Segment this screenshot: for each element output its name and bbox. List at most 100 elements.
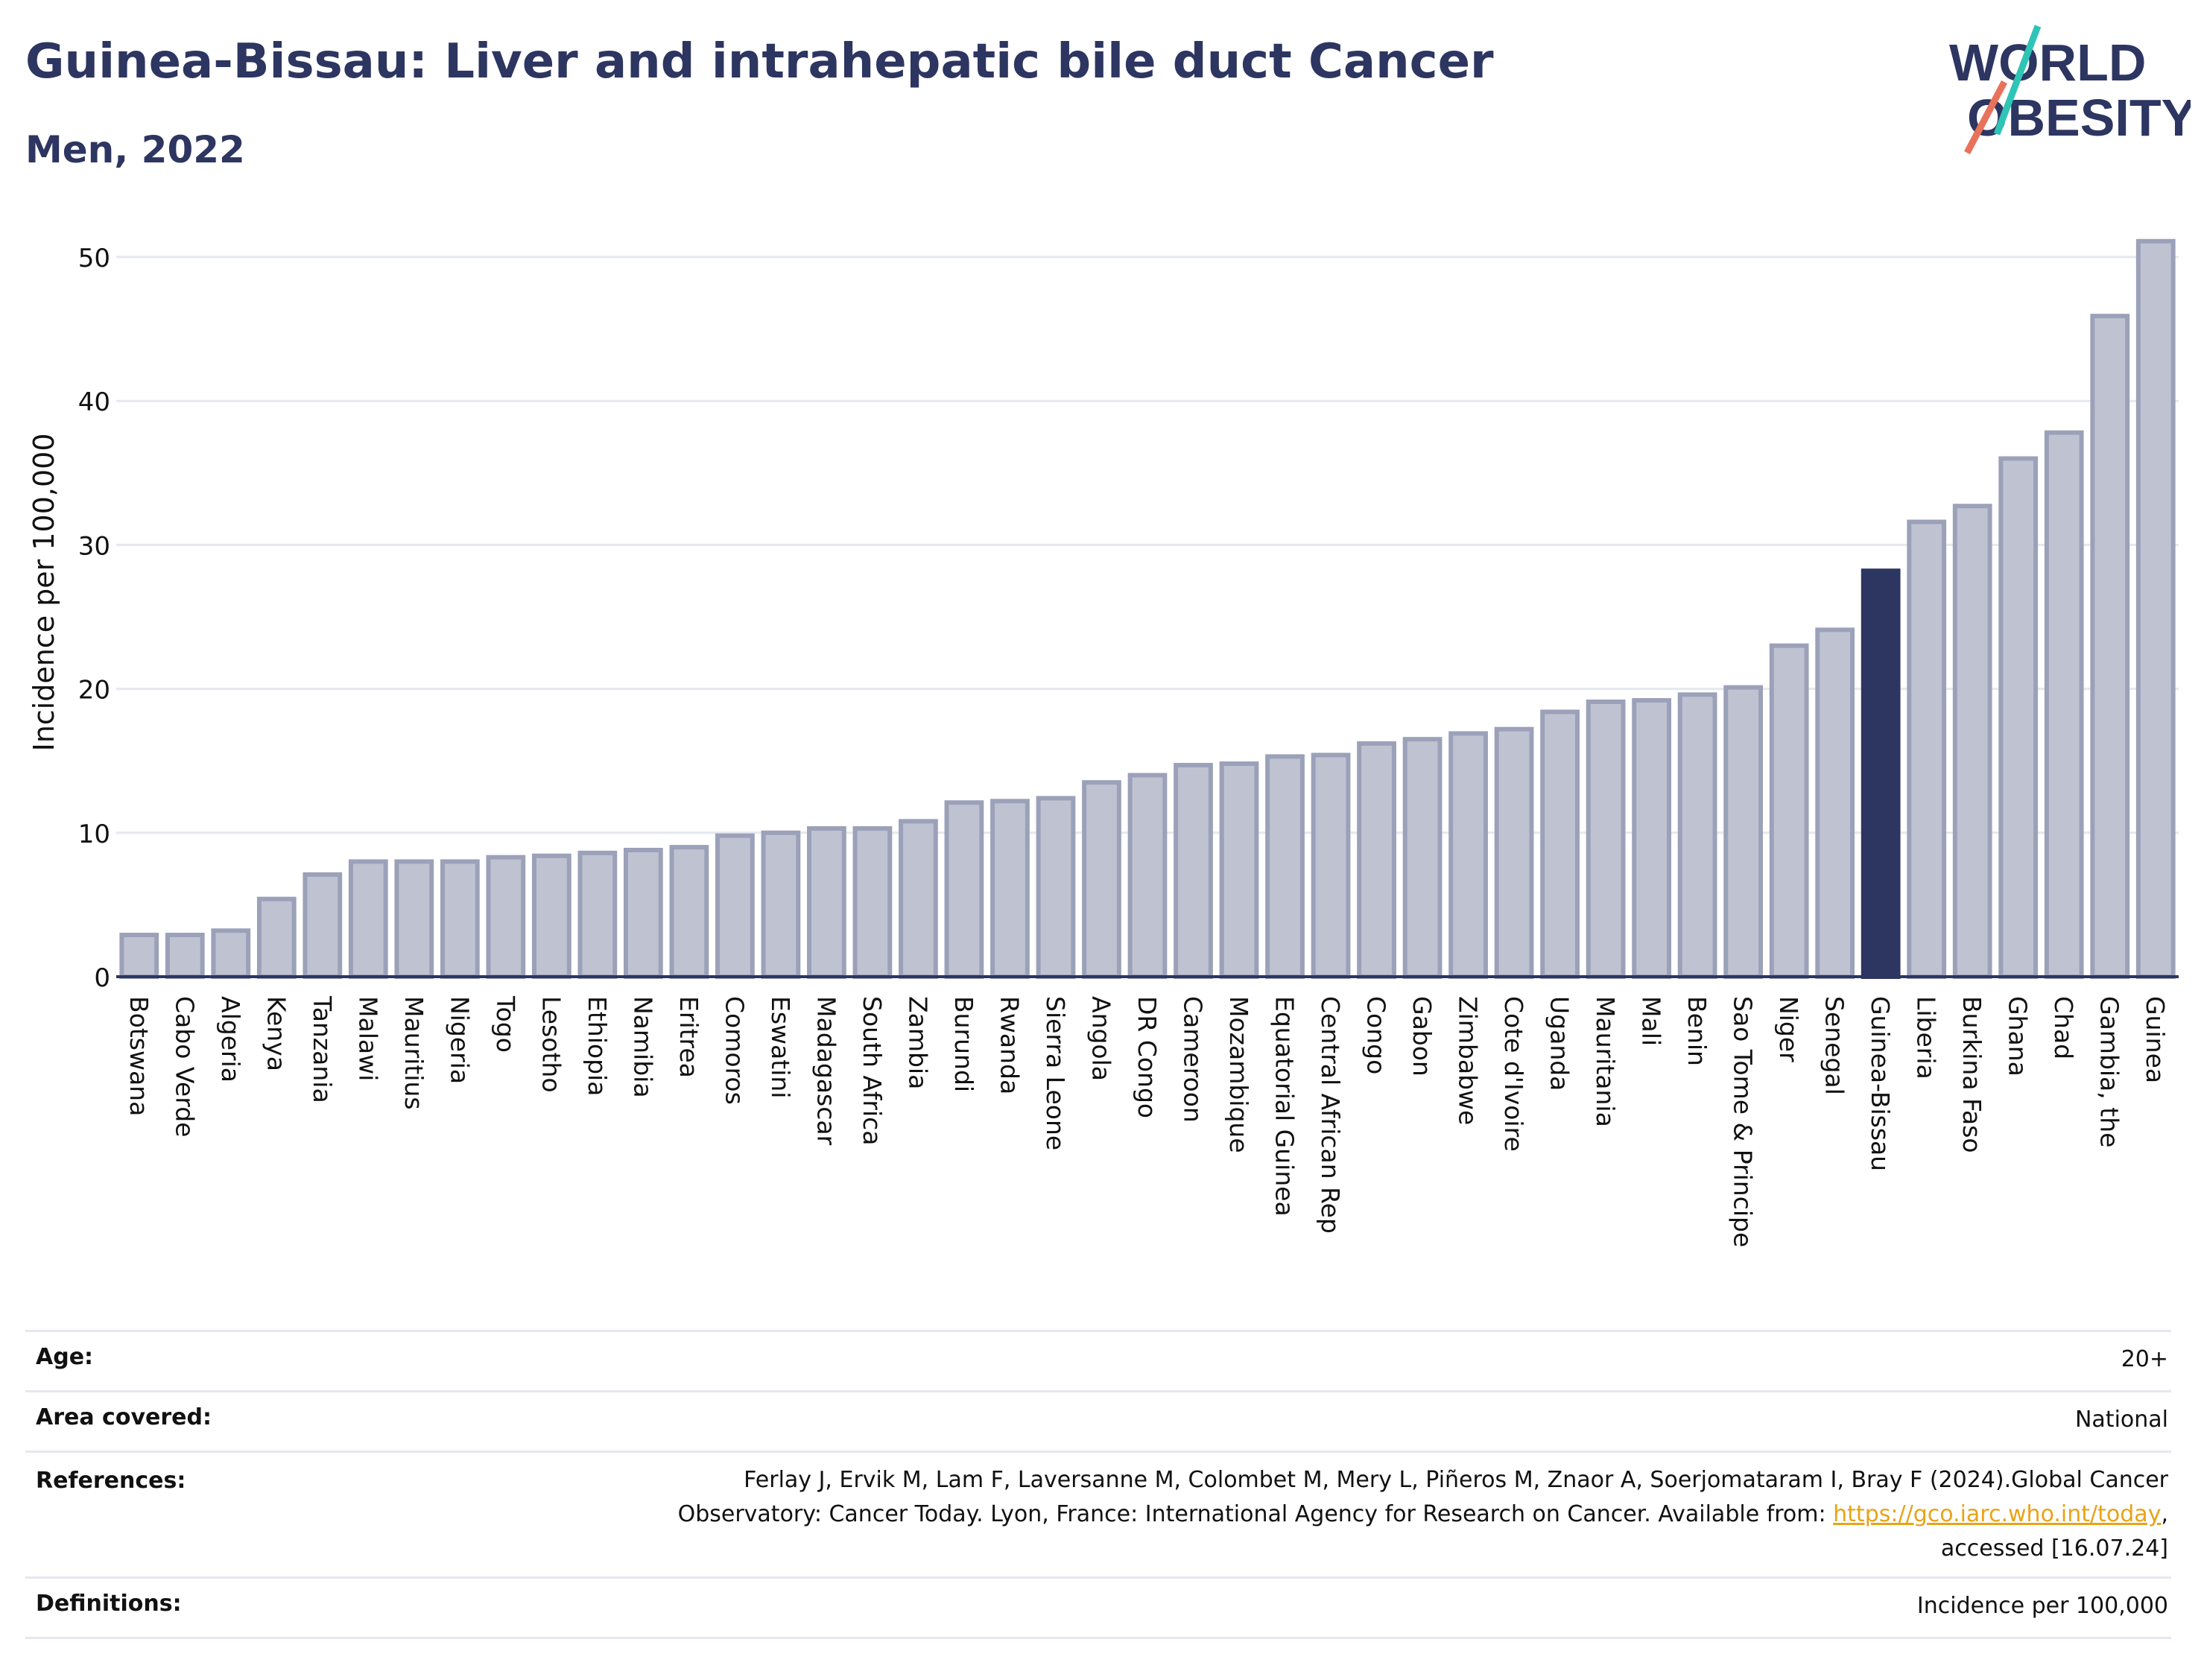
- x-tick-label: Equatorial Guinea: [1270, 996, 1299, 1217]
- y-axis-ticks: 0 10 20 30 40 50: [78, 244, 110, 993]
- y-tick-label: 0: [94, 963, 110, 993]
- x-tick-label: Gambia, the: [2095, 996, 2124, 1147]
- meta-row-age: Age: 20+: [25, 1330, 2171, 1390]
- x-tick-label: Chad: [2049, 996, 2078, 1059]
- x-tick-label: Mali: [1637, 996, 1666, 1046]
- x-tick-label: Rwanda: [995, 996, 1024, 1094]
- x-tick-label: Nigeria: [445, 996, 474, 1084]
- x-tick-label: Cote d'Ivoire: [1499, 996, 1528, 1152]
- meta-row-definitions: Definitions: Incidence per 100,000: [25, 1576, 2171, 1639]
- meta-value-area: National: [2074, 1407, 2168, 1433]
- x-tick-label: Botswana: [124, 996, 153, 1116]
- metadata-table: Age: 20+ Area covered: National Referenc…: [25, 1330, 2171, 1639]
- bars: [119, 238, 2176, 980]
- bar: [1998, 456, 2039, 979]
- x-tick-label: Angola: [1086, 996, 1115, 1081]
- bar: [761, 830, 801, 980]
- bar: [1677, 692, 1717, 979]
- chart-title: Guinea-Bissau: Liver and intrahepatic bi…: [25, 34, 1494, 89]
- x-tick-label: Benin: [1682, 996, 1711, 1066]
- bar: [1952, 504, 1992, 979]
- bar: [256, 896, 297, 979]
- bar: [2135, 238, 2176, 979]
- logo-teal-slash: [1993, 25, 2042, 136]
- x-tick-label: Zambia: [903, 996, 932, 1089]
- reference-line-1: Ferlay J, Ervik M, Lam F, Laversanne M, …: [744, 1467, 2168, 1493]
- x-tick-label: Congo: [1362, 996, 1391, 1074]
- x-tick-label: Cameroon: [1179, 996, 1208, 1123]
- bar: [1907, 519, 1947, 979]
- bar: [1815, 627, 1855, 979]
- bar: [1861, 568, 1901, 979]
- bar: [2090, 314, 2130, 980]
- x-tick-label: Togo: [491, 995, 520, 1053]
- y-tick-label: 30: [78, 531, 110, 561]
- x-axis-labels: Botswana Cabo Verde Algeria Kenya Tanzania Ma…: [124, 995, 2170, 1247]
- world-obesity-logo: WORLD OBESITY: [1949, 25, 2191, 155]
- bar: [1494, 726, 1534, 979]
- bar: [1311, 752, 1351, 979]
- x-tick-label: Namibia: [628, 996, 657, 1098]
- x-tick-label: Lesotho: [536, 996, 566, 1093]
- bar: [624, 847, 663, 980]
- bar: [852, 826, 893, 980]
- x-tick-label: Algeria: [216, 996, 245, 1083]
- logo-coral-slash: [1964, 80, 2007, 155]
- x-tick-label: Burundi: [949, 996, 978, 1092]
- reference-line-2-post: ,: [2161, 1501, 2168, 1527]
- x-tick-label: Ghana: [2004, 996, 2033, 1077]
- reference-link[interactable]: https://gco.iarc.who.int/today: [1833, 1501, 2162, 1527]
- x-tick-label: Liberia: [1912, 996, 1941, 1080]
- x-tick-label: Mozambique: [1224, 996, 1253, 1153]
- meta-label-area: Area covered:: [36, 1404, 212, 1430]
- bar-chart: 0 10 20 30 40 50 Botswana Cabo Verde Algeria Ken…: [28, 238, 2179, 1247]
- x-tick-label: Gabon: [1407, 996, 1437, 1077]
- y-tick-label: 40: [78, 387, 110, 417]
- bar: [1127, 773, 1168, 980]
- chart-subtitle: Men, 2022: [25, 128, 245, 171]
- bar: [1174, 762, 1213, 979]
- bar: [440, 859, 480, 979]
- x-tick-label: Malawi: [353, 996, 382, 1081]
- bar: [1036, 796, 1076, 979]
- reference-line-2-text: Observatory: Cancer Today. Lyon, France:…: [677, 1501, 1834, 1527]
- x-tick-label: Madagascar: [811, 996, 840, 1146]
- y-tick-label: 20: [78, 676, 110, 706]
- bar: [1540, 709, 1580, 980]
- bar: [2044, 430, 2084, 979]
- bar: [807, 826, 846, 980]
- x-tick-label: Central African Rep: [1316, 996, 1345, 1234]
- bar: [211, 928, 251, 980]
- bar: [944, 800, 984, 980]
- bar: [165, 932, 205, 980]
- x-tick-label: Burkina Faso: [1957, 996, 1986, 1153]
- x-tick-label: Zimbabwe: [1454, 996, 1483, 1125]
- x-tick-label: Cabo Verde: [170, 996, 199, 1137]
- reference-line-3: accessed [16.07.24]: [1940, 1535, 2168, 1562]
- bar: [1632, 698, 1671, 980]
- x-tick-label: Niger: [1774, 996, 1803, 1062]
- bar: [1723, 685, 1764, 980]
- x-tick-label: Ethiopia: [583, 996, 612, 1096]
- x-tick-label: Sierra Leone: [1041, 996, 1070, 1150]
- meta-label-references: References:: [36, 1468, 186, 1494]
- bar: [715, 833, 755, 979]
- x-tick-label: Guinea-Bissau: [1866, 996, 1895, 1171]
- x-tick-label: Tanzania: [308, 995, 337, 1103]
- bar: [1265, 754, 1305, 979]
- x-tick-label: Kenya: [262, 996, 291, 1071]
- meta-row-area: Area covered: National: [25, 1390, 2171, 1451]
- bar: [1586, 699, 1626, 979]
- bar: [348, 859, 388, 979]
- x-tick-label: South Africa: [858, 996, 887, 1146]
- x-tick-label: Comoros: [720, 996, 749, 1105]
- bar: [990, 799, 1030, 980]
- x-tick-label: Uganda: [1545, 996, 1574, 1091]
- bar: [1402, 737, 1443, 979]
- y-tick-label: 50: [78, 244, 110, 273]
- meta-value-references: Ferlay J, Ervik M, Lam F, Laversanne M, …: [25, 1453, 2171, 1566]
- bar: [669, 845, 709, 979]
- bar: [1769, 643, 1809, 979]
- bar: [1082, 780, 1121, 980]
- bar: [119, 932, 159, 980]
